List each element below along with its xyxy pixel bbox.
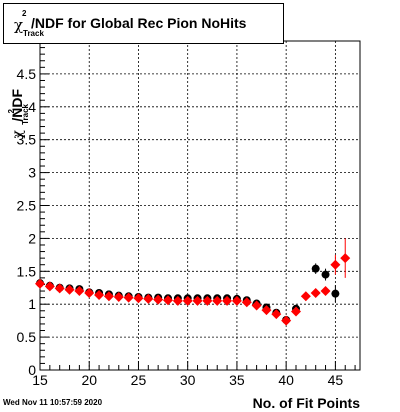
data-point xyxy=(182,295,193,306)
data-point xyxy=(291,306,301,317)
data-point xyxy=(35,278,45,289)
data-point xyxy=(103,291,114,302)
x-tick-label: 45 xyxy=(328,372,344,388)
data-point xyxy=(231,295,242,306)
y-tick-label: 3.5 xyxy=(17,132,37,148)
data-point xyxy=(340,253,351,264)
data-point xyxy=(143,293,154,304)
data-point xyxy=(123,292,134,303)
chart-title: /NDF for Global Rec Pion NoHits xyxy=(31,15,247,31)
data-point xyxy=(281,315,292,326)
y-axis-label-subscript: Track xyxy=(21,103,30,124)
data-point xyxy=(320,286,331,297)
y-tick-label: 0.5 xyxy=(17,329,37,345)
grid xyxy=(40,41,360,370)
axis-ticks xyxy=(39,40,356,371)
data-point xyxy=(310,288,321,299)
data-point xyxy=(331,289,340,298)
data-point xyxy=(84,288,95,299)
y-axis-label-superscript: 2 xyxy=(7,108,16,113)
data-point xyxy=(54,283,65,294)
x-axis-label: No. of Fit Points xyxy=(253,395,361,411)
data-point xyxy=(202,295,213,306)
data-point xyxy=(44,281,55,292)
y-tick-label: 0 xyxy=(28,362,36,378)
y-tick-label: 4.5 xyxy=(17,66,37,82)
y-tick-label: 1.5 xyxy=(17,263,37,279)
data-point xyxy=(261,305,272,316)
data-point xyxy=(311,264,320,273)
y-tick-label: 3 xyxy=(28,165,36,181)
x-tick-label: 15 xyxy=(32,372,48,388)
title-chi-symbol: χ xyxy=(14,16,24,34)
data-point xyxy=(74,286,85,297)
y-tick-label: 1 xyxy=(28,296,36,312)
data-point xyxy=(94,289,105,300)
data-point xyxy=(330,259,341,270)
x-tick-label: 30 xyxy=(180,372,196,388)
data-point xyxy=(300,291,311,302)
y-axis-label-symbol: χ xyxy=(10,129,26,138)
data-point xyxy=(212,295,223,306)
x-tick-label: 25 xyxy=(131,372,147,388)
data-marks xyxy=(35,238,351,326)
y-tick-label: 2.5 xyxy=(17,198,37,214)
datestamp: Wed Nov 11 10:57:59 2020 xyxy=(3,398,103,407)
data-point xyxy=(163,295,173,306)
tick-labels: 15 20 25 30 35 40 45 0 0.5 1 1.5 2 2.5 3 3.5 4 4.5 xyxy=(17,66,344,388)
data-point xyxy=(241,297,252,308)
x-tick-label: 40 xyxy=(278,372,294,388)
y-axis-label: /NDF Track 2 χ xyxy=(7,89,30,139)
title-superscript: 2 xyxy=(22,9,27,18)
y-tick-label: 4 xyxy=(28,99,36,115)
y-tick-label: 2 xyxy=(28,230,36,246)
data-point xyxy=(321,270,330,279)
y-axis-label-text: /NDF xyxy=(9,89,25,122)
data-point xyxy=(192,295,203,306)
data-point xyxy=(64,284,75,295)
data-point xyxy=(113,291,124,302)
data-point xyxy=(271,309,282,320)
data-point xyxy=(251,300,262,311)
data-point xyxy=(222,295,233,306)
x-tick-label: 20 xyxy=(81,372,97,388)
title-subscript: Track xyxy=(23,29,44,38)
chart-title-box: χ 2 Track /NDF for Global Rec Pion NoHit… xyxy=(3,3,284,44)
data-point xyxy=(153,294,164,305)
data-point xyxy=(133,293,144,304)
x-tick-label: 35 xyxy=(229,372,245,388)
data-point xyxy=(172,295,183,306)
series-diamond xyxy=(35,238,351,326)
